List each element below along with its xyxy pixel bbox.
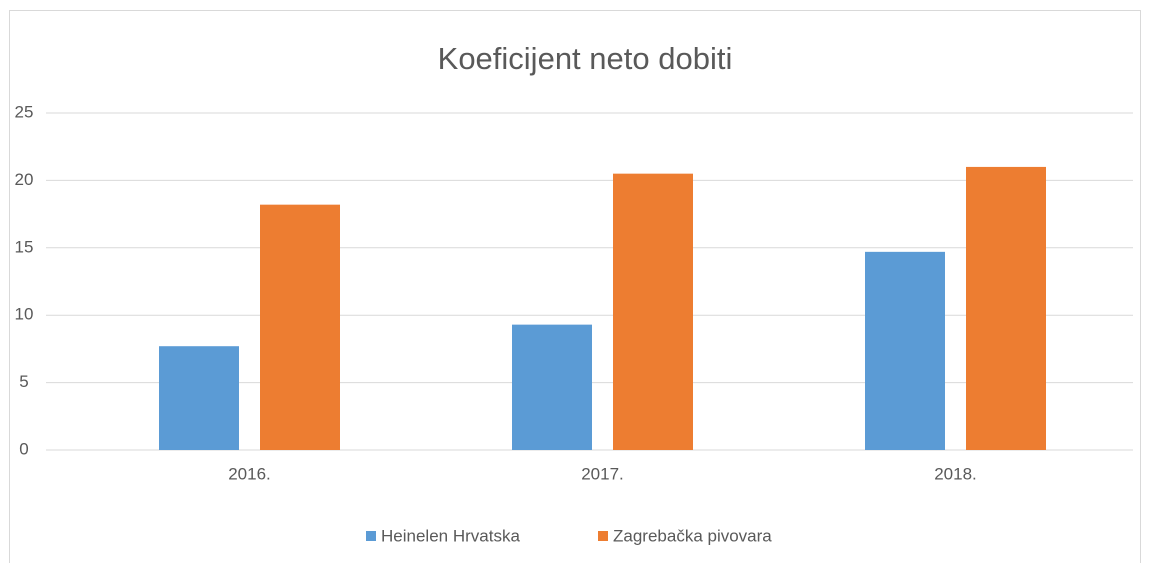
bar: [966, 166, 1046, 451]
y-tick-label: 20: [15, 170, 34, 189]
chart-title: Koeficijent neto dobiti: [438, 41, 733, 76]
y-tick-label: 25: [15, 102, 34, 121]
legend-swatch: [598, 531, 608, 541]
y-tick-label: 15: [15, 237, 34, 256]
bar: [159, 346, 239, 450]
bar: [260, 204, 340, 450]
bar: [512, 324, 592, 450]
y-tick-label: 5: [19, 372, 28, 391]
legend-label: Heinelen Hrvatska: [381, 526, 520, 545]
y-tick-label: 10: [15, 305, 34, 324]
x-tick-label: 2017.: [581, 464, 624, 483]
bar: [613, 173, 693, 450]
bar: [865, 251, 945, 450]
y-tick-label: 0: [19, 439, 28, 458]
legend-swatch: [366, 531, 376, 541]
chart-border: [9, 10, 1141, 563]
legend-label: Zagrebačka pivovara: [613, 526, 772, 545]
x-tick-label: 2016.: [228, 464, 271, 483]
x-tick-label: 2018.: [934, 464, 977, 483]
